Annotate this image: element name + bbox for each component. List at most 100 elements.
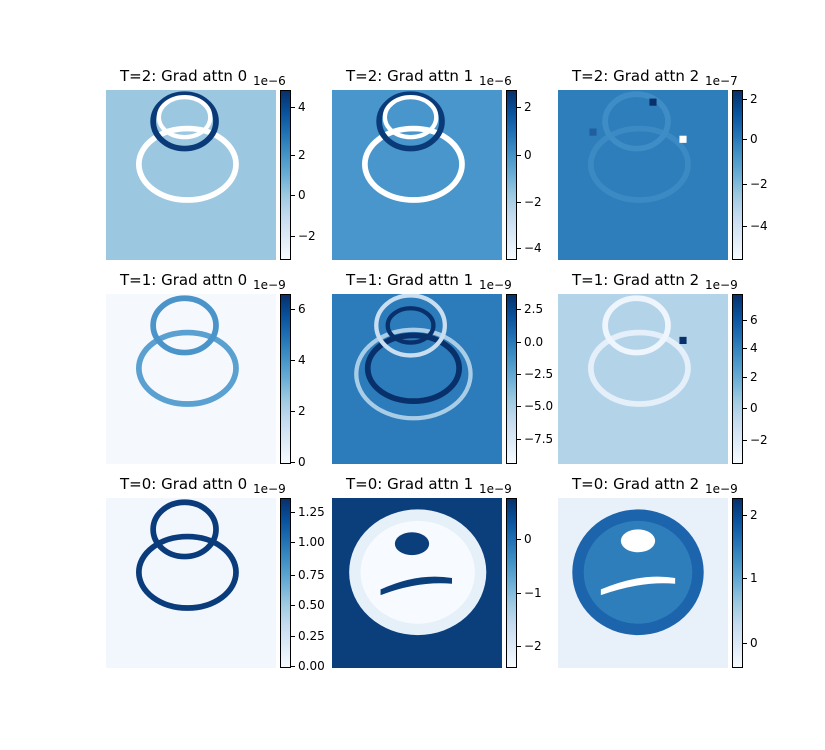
heatmap-image [106,90,276,260]
colorbar-tick-label: −4 [524,241,542,255]
colorbar-tick-mark [517,309,521,310]
panel-title: T=2: Grad attn 1 [346,67,474,85]
heatmap-light-ring [374,294,447,358]
heatmap-image [558,294,728,464]
heatmap-background [106,90,276,260]
colorbar-offset-label: 1e−6 [253,74,286,88]
colorbar [280,498,291,668]
colorbar-tick-label: −7.5 [524,432,554,446]
colorbar-tick-label: 2 [750,370,758,384]
colorbar-tick-label: 0 [298,455,306,469]
colorbar-tick-label: −2 [524,195,542,209]
colorbar-tick-mark [743,578,747,579]
heatmap-background [332,294,502,464]
heatmap-dark-core [583,520,693,624]
heatmap-svg [332,294,502,464]
heatmap-dark-pixel [589,128,597,136]
colorbar-tick-mark [291,636,295,637]
colorbar-tick-label: 0.0 [524,335,544,349]
colorbar-tick-mark [291,512,295,513]
heatmap-dark-ring [150,91,219,152]
heatmap-dark-eye [394,532,430,556]
colorbar-tick-label: −2 [750,433,768,447]
heatmap-background [106,294,276,464]
heatmap-image [558,90,728,260]
colorbar [280,294,291,464]
colorbar-offset-label: 1e−9 [479,482,512,496]
colorbar-offset-label: 1e−9 [253,482,286,496]
heatmap-inner-ring [150,295,219,356]
colorbar-tick-label: −2 [750,177,768,191]
colorbar-tick-label: 2 [750,92,758,106]
colorbar-tick-mark [291,155,295,156]
colorbar-tick-label: 0.75 [298,568,325,582]
colorbar [506,498,517,668]
heatmap-light-pixel [679,135,687,143]
heatmap-light-stroke [600,576,676,596]
colorbar-offset-label: 1e−9 [705,278,738,292]
heatmap-image [106,498,276,668]
colorbar-tick-mark [517,342,521,343]
colorbar [506,294,517,464]
colorbar-tick-label: 0 [750,636,758,650]
heatmap-image [332,294,502,464]
heatmap-outer-ring [136,125,239,203]
panel-title: T=1: Grad attn 2 [572,271,700,289]
colorbar-tick-label: 1 [750,571,758,585]
colorbar-tick-mark [743,139,747,140]
colorbar-tick-mark [517,107,521,108]
heatmap-svg [106,294,276,464]
heatmap-background [332,90,502,260]
colorbar-tick-mark [291,411,295,412]
heatmap-dark-stroke [380,576,452,596]
colorbar-tick-label: −4 [750,219,768,233]
colorbar [506,90,517,260]
colorbar-tick-label: 0 [750,401,758,415]
panel-title: T=2: Grad attn 2 [572,67,700,85]
colorbar-tick-label: 2.5 [524,302,544,316]
heatmap-svg [106,90,276,260]
colorbar-tick-label: 0 [524,148,532,162]
colorbar-tick-mark [517,539,521,540]
panel-title: T=0: Grad attn 1 [346,475,474,493]
colorbar-tick-mark [517,155,521,156]
heatmap-svg [558,90,728,260]
heatmap-outer-ring [136,533,239,611]
heatmap-svg [558,294,728,464]
colorbar-tick-mark [291,107,295,108]
colorbar-tick-mark [743,643,747,644]
heatmap-outer-ring [588,329,691,407]
heatmap-image [106,294,276,464]
heatmap-outer-ring [136,329,239,407]
heatmap-dark-ring [364,332,462,404]
colorbar-tick-mark [743,515,747,516]
colorbar-tick-mark [291,462,295,463]
heatmap-inner-ring [602,91,671,152]
colorbar-tick-mark [743,99,747,100]
colorbar [732,498,743,668]
heatmap-svg [558,498,728,668]
colorbar-tick-label: 2 [524,100,532,114]
panel-title: T=1: Grad attn 0 [120,271,248,289]
colorbar-tick-mark [291,575,295,576]
colorbar-tick-mark [291,236,295,237]
heatmap-background [558,294,728,464]
colorbar-offset-label: 1e−9 [479,278,512,292]
heatmap-inner-ring [150,499,219,560]
heatmap-svg [332,498,502,668]
colorbar-tick-label: −1 [524,586,542,600]
heatmap-inner-ring [385,306,436,345]
colorbar-tick-label: −2 [298,229,316,243]
colorbar-tick-label: 0.25 [298,629,325,643]
colorbar-tick-label: 0 [750,132,758,146]
heatmap-inner-ring [156,95,213,140]
colorbar-tick-mark [517,406,521,407]
colorbar-tick-mark [291,542,295,543]
colorbar-tick-mark [517,248,521,249]
heatmap-dark-ring [376,91,445,152]
heatmap-dark-pixel [679,336,687,344]
colorbar-tick-mark [291,195,295,196]
colorbar-offset-label: 1e−9 [253,278,286,292]
heatmap-image [332,90,502,260]
colorbar-tick-label: 0 [298,188,306,202]
